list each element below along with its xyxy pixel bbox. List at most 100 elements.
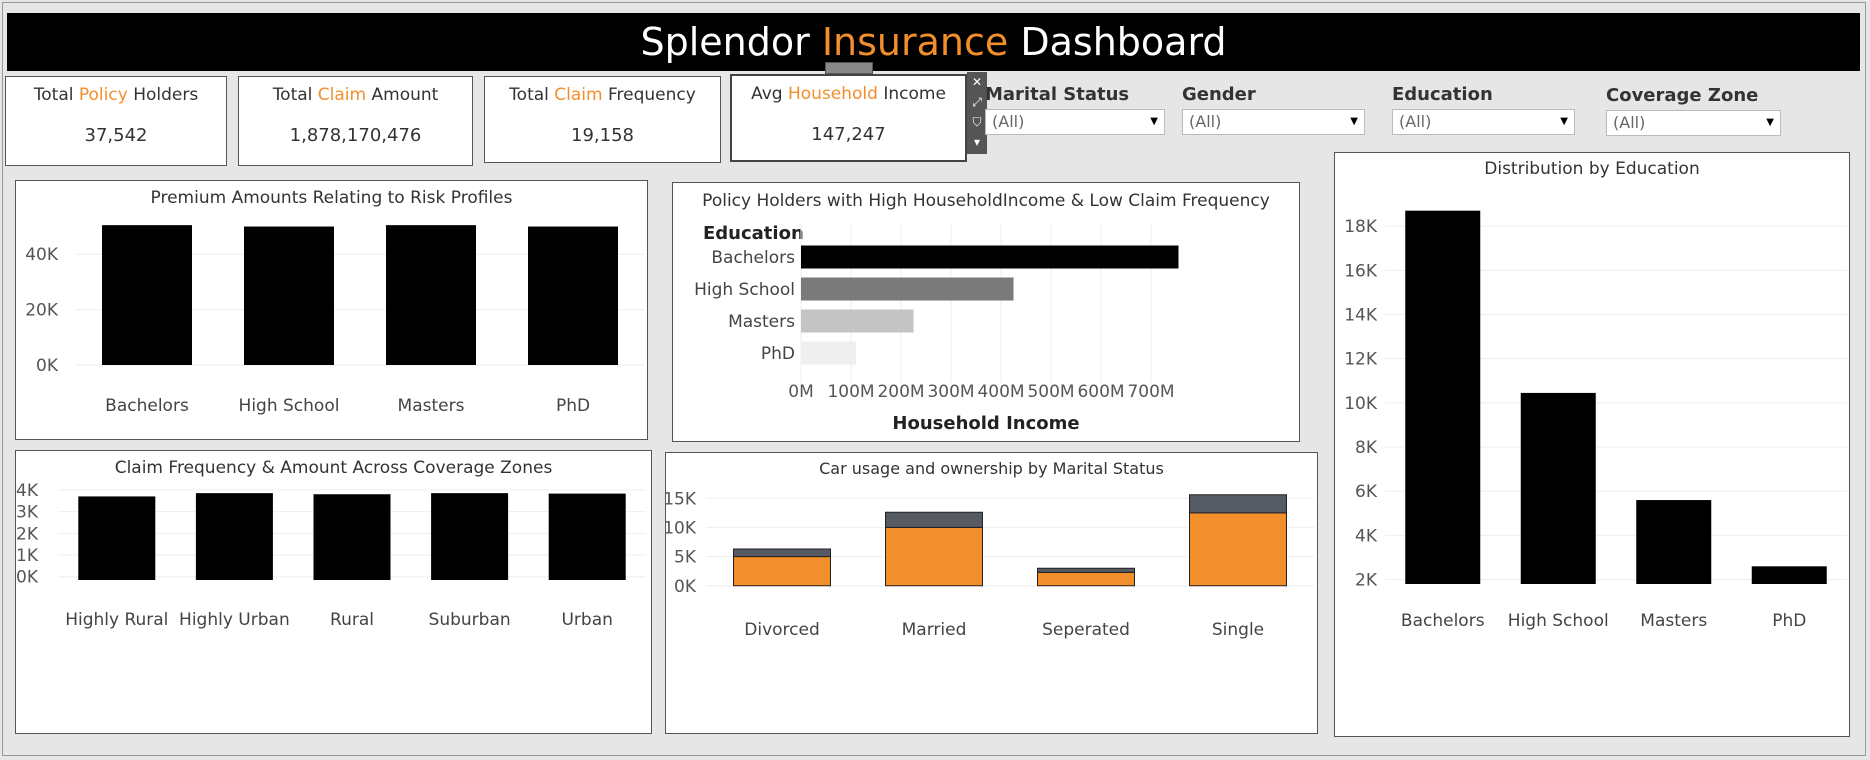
- kpi-label-post: Amount: [371, 85, 439, 105]
- category-label: Bachelors: [105, 396, 189, 416]
- panel-title: Distribution by Education: [1484, 159, 1700, 179]
- bar: [885, 511, 983, 528]
- bar: [1405, 210, 1481, 585]
- panel-title: Policy Holders with High HouseholdIncome…: [702, 191, 1270, 211]
- x-tick-label: 700M: [1127, 382, 1174, 402]
- panel-high-income: Policy Holders with High HouseholdIncome…: [672, 182, 1300, 442]
- bar: [528, 226, 618, 365]
- bar: [431, 493, 509, 580]
- y-tick-label: 3K: [16, 503, 39, 523]
- panel-title: Car usage and ownership by Marital Statu…: [819, 459, 1164, 478]
- bar: [102, 225, 192, 365]
- category-label: Suburban: [429, 610, 511, 630]
- kpi-total-claim-frequency[interactable]: Total Claim Frequency 19,158: [484, 76, 721, 163]
- bar: [801, 245, 1179, 269]
- x-axis-title: Household Income: [892, 413, 1080, 434]
- y-tick-label: 15K: [666, 489, 697, 509]
- category-label: Seperated: [1042, 620, 1130, 640]
- bar: [733, 556, 831, 587]
- kpi-avg-household-income[interactable]: Avg Household Income 147,247: [730, 74, 967, 162]
- y-tick-label: 0K: [674, 577, 697, 597]
- kpi-label-post: Income: [883, 84, 946, 104]
- education-chart: 2K 4K 6K 8K 10K 12K 14K 16K 18K Bachelors High Sch…: [1344, 210, 1847, 631]
- filter-gender: Gender (All) ▼: [1182, 84, 1365, 135]
- kpi-label-accent: Claim: [554, 85, 603, 105]
- chevron-down-icon: ▼: [1766, 117, 1774, 128]
- category-label: Bachelors: [711, 248, 795, 268]
- high-income-chart: 0M 100M 200M 300M 400M 500M 600M 700M Bachelors H…: [694, 223, 1179, 402]
- bar: [548, 493, 626, 580]
- category-label: Divorced: [744, 620, 820, 640]
- category-label: PhD: [1772, 611, 1806, 631]
- y-tick-label: 40K: [25, 245, 59, 265]
- chevron-down-icon: ▼: [1150, 116, 1158, 127]
- filter-dropdown[interactable]: (All) ▼: [1606, 110, 1781, 136]
- kpi-label-accent: Household: [787, 84, 878, 104]
- kpi-label-pre: Total: [33, 85, 74, 105]
- filter-dropdown[interactable]: (All) ▼: [985, 109, 1165, 135]
- bar: [1751, 566, 1827, 584]
- close-icon[interactable]: ✕: [971, 75, 983, 89]
- bar: [1189, 494, 1287, 514]
- title-part2: Dashboard: [1020, 20, 1227, 64]
- filter-value: (All): [992, 112, 1025, 131]
- filter-label: Marital Status: [985, 84, 1130, 105]
- panel-car-usage: Car usage and ownership by Marital Statu…: [665, 452, 1318, 734]
- filter-marital-status: Marital Status (All) ▼: [985, 84, 1165, 135]
- y-tick-label: 0K: [36, 356, 59, 376]
- category-label: High School: [239, 396, 340, 416]
- category-label: High School: [1508, 611, 1609, 631]
- kpi-label-pre: Avg: [751, 84, 783, 104]
- filter-coverage-zone: Coverage Zone (All) ▼: [1606, 85, 1781, 136]
- bar: [733, 548, 831, 558]
- kpi-label-accent: Claim: [317, 85, 367, 105]
- filter-label: Gender: [1182, 84, 1256, 105]
- chevron-down-icon: ▼: [1560, 116, 1568, 127]
- category-label: Masters: [398, 396, 465, 416]
- kpi-total-claim-amount[interactable]: Total Claim Amount 1,878,170,476: [238, 76, 473, 166]
- y-tick-label: 18K: [1344, 217, 1378, 237]
- object-toolbar: ✕ ⤢ ⛉ ▾: [967, 72, 987, 154]
- y-tick-label: 2K: [16, 524, 39, 544]
- category-label: PhD: [556, 396, 590, 416]
- category-label: Single: [1212, 620, 1264, 640]
- x-tick-label: 600M: [1077, 382, 1124, 402]
- kpi-value: 1,878,170,476: [289, 125, 422, 146]
- y-tick-label: 12K: [1344, 350, 1378, 370]
- car-usage-chart: 0K 5K 10K 15K Divorced Married Seperated Single: [666, 489, 1314, 640]
- bar: [1037, 571, 1135, 587]
- category-label: Masters: [1640, 611, 1707, 631]
- y-tick-label: 1K: [16, 546, 39, 566]
- y-tick-label: 4K: [1355, 526, 1378, 546]
- filter-education: Education (All) ▼: [1392, 84, 1575, 135]
- category-label: PhD: [761, 344, 795, 364]
- y-tick-label: 0K: [16, 568, 39, 588]
- kpi-total-policy-holders[interactable]: Total Policy Holders 37,542: [5, 76, 227, 166]
- x-tick-label: 500M: [1027, 382, 1074, 402]
- dashboard-title: Splendor Insurance Dashboard: [7, 13, 1860, 71]
- filter-dropdown[interactable]: (All) ▼: [1392, 109, 1575, 135]
- bar: [885, 526, 983, 587]
- panel-title: Claim Frequency & Amount Across Coverage…: [114, 458, 553, 478]
- filter-dropdown[interactable]: (All) ▼: [1182, 109, 1365, 135]
- y-tick-label: 10K: [666, 518, 697, 538]
- y-tick-label: 4K: [16, 481, 39, 501]
- filter-icon[interactable]: ⛉: [972, 115, 982, 129]
- category-label: Rural: [330, 610, 374, 630]
- bar: [801, 277, 1014, 301]
- y-tick-label: 2K: [1355, 571, 1378, 591]
- popout-icon[interactable]: ⤢: [972, 95, 982, 109]
- filter-value: (All): [1189, 112, 1222, 131]
- bar: [195, 493, 273, 580]
- move-handle[interactable]: [825, 62, 873, 74]
- filter-value: (All): [1399, 112, 1432, 131]
- y-tick-label: 10K: [1344, 394, 1378, 414]
- x-tick-label: 100M: [827, 382, 874, 402]
- chevron-down-icon: ▼: [1350, 116, 1358, 127]
- y-tick-label: 8K: [1355, 438, 1378, 458]
- title-accent: Insurance: [821, 20, 1009, 64]
- more-options-icon[interactable]: ▾: [973, 135, 981, 149]
- y-tick-label: 6K: [1355, 482, 1378, 502]
